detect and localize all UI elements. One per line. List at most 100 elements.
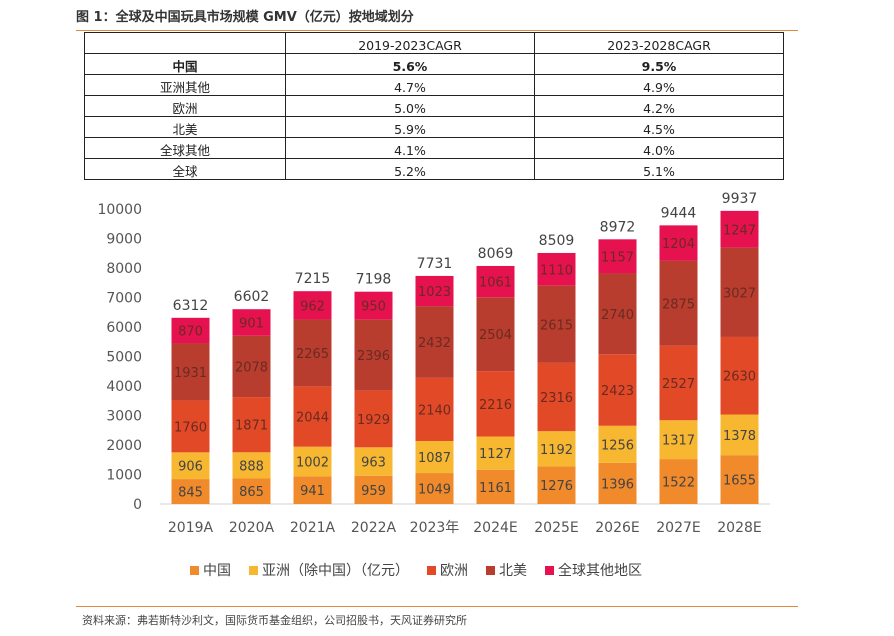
- bar-total-label: 6602: [234, 289, 270, 305]
- table-cell-region: 全球: [84, 158, 286, 180]
- bar-value-label: 2504: [479, 328, 512, 343]
- table-row: 北美 5.9% 4.5%: [84, 116, 784, 138]
- bottom-rule: [76, 606, 798, 607]
- bar-segment: [232, 397, 271, 453]
- bar-segment: [354, 390, 393, 448]
- bar-value-label: 1157: [601, 250, 634, 265]
- bar-value-label: 1655: [723, 474, 756, 489]
- bar-value-label: 2078: [235, 360, 268, 375]
- x-tick-label: 2024E: [473, 520, 517, 536]
- bar-total-label: 9937: [722, 191, 758, 207]
- legend-label-europe: 欧洲: [440, 563, 468, 579]
- y-tick-label: 3000: [106, 409, 142, 425]
- bar-value-label: 1522: [662, 476, 695, 491]
- chart-legend: 中国 亚洲（除中国）（亿元） 欧洲 北美 全球其他地区: [190, 560, 642, 580]
- bar-segment: [171, 479, 210, 504]
- bar-total-label: 8972: [600, 219, 636, 235]
- bar-value-label: 3027: [723, 286, 756, 301]
- bar-segment: [720, 336, 759, 415]
- bar-segment: [598, 354, 637, 426]
- bar-segment: [598, 425, 637, 463]
- bar-value-label: 845: [178, 486, 203, 501]
- bar-segment: [293, 386, 332, 447]
- table-header-cagr-2023-2028: 2023-2028CAGR: [534, 32, 784, 54]
- bar-value-label: 2615: [540, 318, 573, 333]
- bar-value-label: 1378: [723, 429, 756, 444]
- bar-value-label: 2265: [296, 347, 329, 362]
- bar-segment: [659, 225, 698, 261]
- bar-value-label: 1256: [601, 438, 634, 453]
- legend-label-rest-of-world: 全球其他地区: [558, 563, 642, 579]
- x-tick-label: 2026E: [595, 520, 639, 536]
- bar-value-label: 2432: [418, 336, 451, 351]
- bar-segment: [171, 317, 210, 344]
- bar-segment: [171, 452, 210, 480]
- legend-item: 北美: [486, 560, 527, 580]
- y-tick-label: 5000: [106, 350, 142, 366]
- bar-value-label: 1871: [235, 419, 268, 434]
- legend-item: 亚洲（除中国）（亿元）: [249, 560, 409, 580]
- bar-value-label: 1317: [662, 434, 695, 449]
- bar-segment: [659, 260, 698, 346]
- bar-value-label: 2216: [479, 398, 512, 413]
- bar-value-label: 2140: [418, 403, 451, 418]
- bar-segment: [598, 462, 637, 504]
- bar-segment: [354, 291, 393, 320]
- bar-value-label: 870: [178, 325, 203, 340]
- legend-label-china: 中国: [203, 563, 231, 579]
- bar-value-label: 1127: [479, 447, 512, 462]
- top-rule: [76, 30, 798, 31]
- legend-item: 中国: [190, 560, 231, 580]
- bar-segment: [537, 466, 576, 504]
- bar-value-label: 959: [361, 484, 386, 499]
- table-row: 亚洲其他 4.7% 4.9%: [84, 74, 784, 96]
- table-row: 全球其他 4.1% 4.0%: [84, 137, 784, 159]
- x-tick-label: 2020A: [229, 520, 275, 536]
- bar-value-label: 2316: [540, 391, 573, 406]
- table-cell-cagr-2023-2028: 5.1%: [534, 158, 784, 180]
- table-cell-cagr-2023-2028: 4.0%: [534, 137, 784, 159]
- bar-segment: [415, 275, 454, 307]
- bar-segment: [476, 297, 515, 372]
- bar-value-label: 1247: [723, 223, 756, 238]
- bar-segment: [537, 285, 576, 363]
- bar-value-label: 906: [178, 460, 203, 475]
- legend-swatch-north-america: [486, 565, 495, 575]
- legend-swatch-rest-of-world: [545, 565, 554, 575]
- bar-segment: [415, 473, 454, 504]
- bar-value-label: 1061: [479, 276, 512, 291]
- bar-segment: [476, 371, 515, 437]
- y-tick-label: 7000: [106, 291, 142, 307]
- bar-segment: [293, 476, 332, 504]
- bar-total-label: 7198: [356, 272, 392, 288]
- table-cell-cagr-2023-2028: 4.9%: [534, 74, 784, 96]
- bar-value-label: 950: [361, 300, 386, 315]
- bar-value-label: 2396: [357, 349, 390, 364]
- bar-segment: [354, 447, 393, 476]
- bar-value-label: 1276: [540, 479, 573, 494]
- bar-segment: [415, 306, 454, 378]
- bar-value-label: 888: [239, 459, 264, 474]
- bar-value-label: 865: [239, 485, 264, 500]
- bar-value-label: 901: [239, 317, 264, 332]
- source-note: 资料来源：弗若斯特沙利文，国际货币基金组织，公司招股书，天风证券研究所: [82, 614, 467, 627]
- bar-total-label: 8069: [478, 246, 514, 262]
- y-tick-label: 8000: [106, 261, 142, 277]
- bar-segment: [537, 431, 576, 467]
- table-header-row: 2019-2023CAGR 2023-2028CAGR: [84, 32, 784, 54]
- bar-segment: [293, 291, 332, 320]
- table-row: 全球 5.2% 5.1%: [84, 158, 784, 180]
- bar-total-label: 7215: [295, 271, 331, 287]
- y-tick-label: 1000: [106, 468, 142, 484]
- bar-segment: [720, 414, 759, 456]
- stacked-bar-chart: 0 1000 2000 3000 4000 5000 6000 7000 8000 9000 100…: [97, 191, 770, 536]
- bar-value-label: 1929: [357, 413, 390, 428]
- bar-value-label: 1002: [296, 455, 329, 470]
- bar-segment: [171, 400, 210, 453]
- bar-segment: [659, 459, 698, 504]
- table-cell-cagr-2019-2023: 5.2%: [285, 158, 535, 180]
- bar-value-label: 1023: [418, 285, 451, 300]
- bar-total-label: 6312: [173, 298, 209, 314]
- bar-segment: [293, 446, 332, 477]
- bar-segment: [415, 440, 454, 474]
